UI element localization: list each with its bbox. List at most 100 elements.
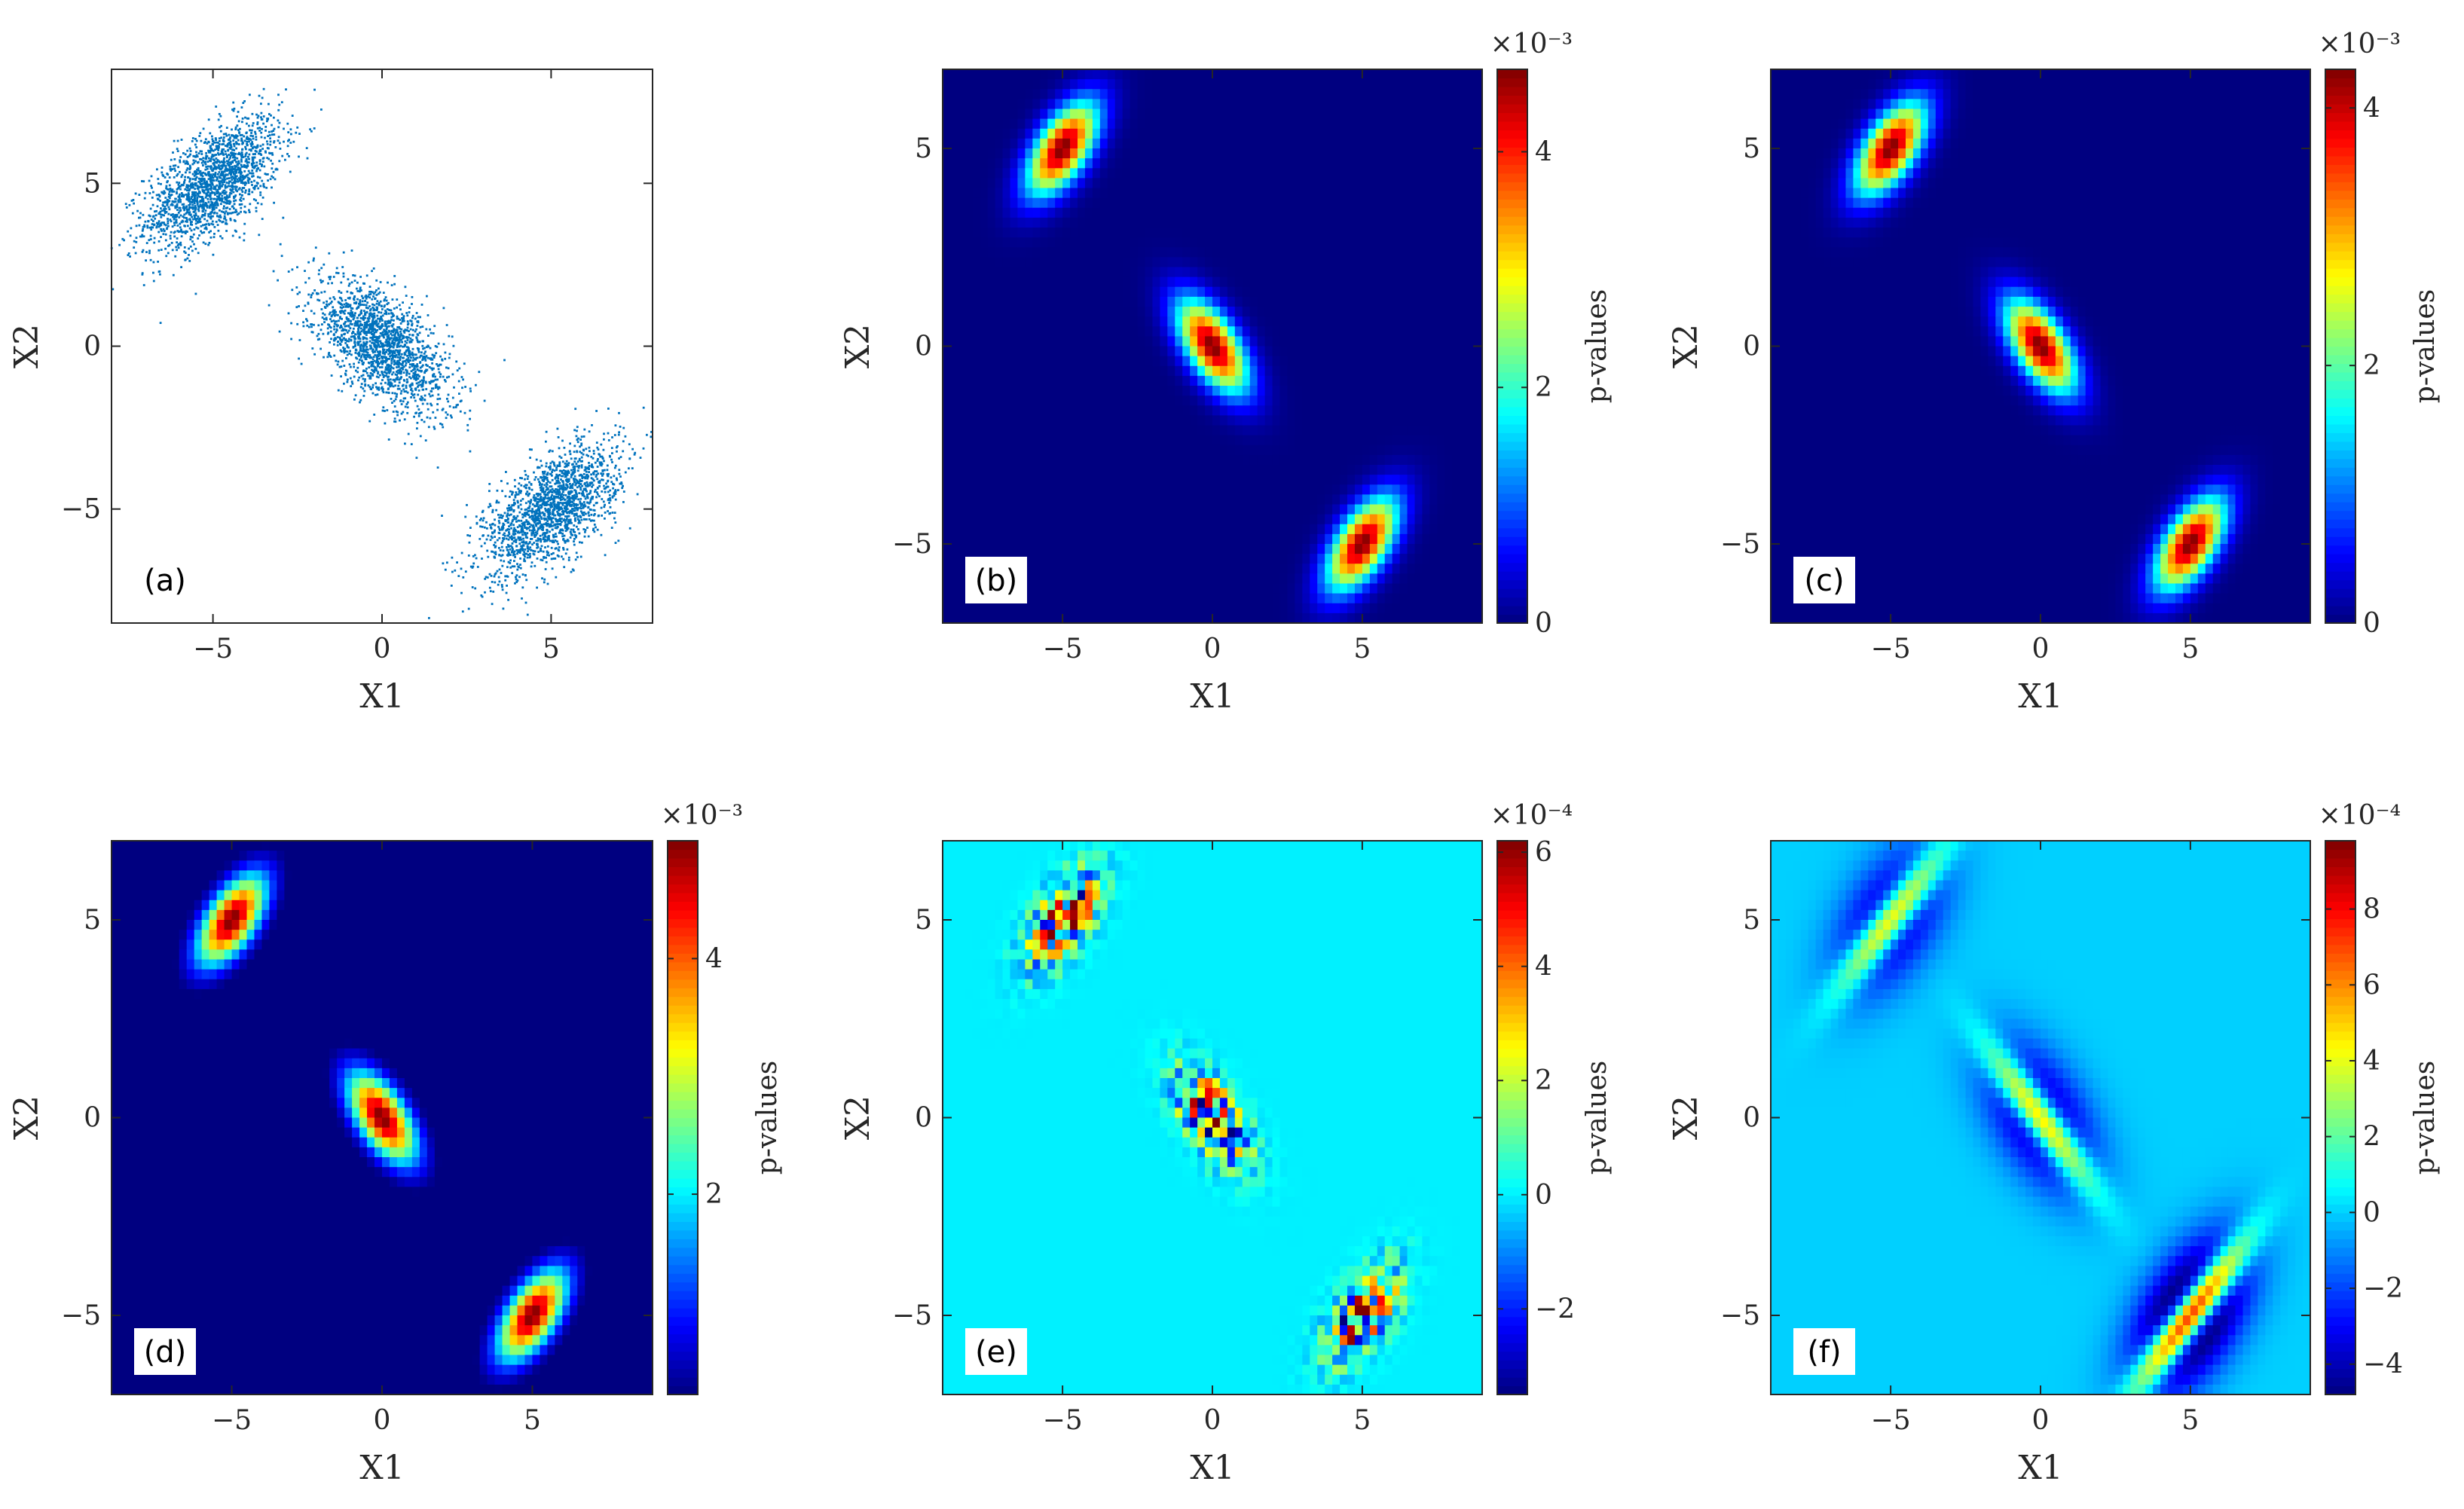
scatter-point [359, 359, 361, 361]
scatter-point [133, 240, 136, 243]
scatter-point [221, 195, 223, 197]
scatter-point [603, 460, 605, 463]
scatter-point [367, 349, 369, 351]
scatter-point [154, 237, 156, 240]
scatter-point [358, 377, 360, 379]
scatter-point [151, 176, 153, 178]
scatter-point [421, 325, 423, 328]
scatter-point [243, 240, 245, 242]
scatter-point [390, 371, 392, 373]
scatter-point [580, 505, 582, 507]
scatter-point [196, 140, 198, 142]
scatter-point [591, 486, 593, 488]
scatter-point [129, 204, 131, 206]
scatter-point [139, 225, 141, 227]
scatter-point [570, 504, 573, 506]
scatter-point [397, 372, 399, 374]
scatter-point [520, 504, 522, 506]
scatter-point [363, 331, 365, 334]
scatter-point [240, 167, 242, 170]
scatter-point [209, 206, 211, 209]
scatter-point [328, 324, 330, 326]
scatter-point [301, 363, 303, 365]
scatter-point [436, 409, 439, 411]
scatter-point [570, 469, 573, 472]
scatter-point [231, 173, 233, 175]
scatter-point [143, 235, 145, 237]
scatter-point [432, 354, 434, 356]
scatter-point [372, 324, 374, 326]
scatter-point [530, 538, 532, 540]
scatter-point [142, 251, 144, 253]
scatter-point [150, 228, 152, 231]
scatter-point [502, 554, 504, 556]
scatter-point [370, 328, 372, 331]
scatter-point [353, 341, 356, 343]
scatter-point [392, 331, 394, 334]
scatter-point [156, 194, 158, 197]
scatter-point [359, 301, 362, 304]
scatter-point [611, 436, 613, 438]
scatter-point [543, 536, 545, 539]
scatter-point [216, 161, 218, 163]
scatter-point [543, 491, 545, 493]
scatter-point [494, 536, 496, 538]
scatter-point [395, 356, 397, 359]
scatter-point [350, 310, 353, 312]
scatter-point [200, 178, 202, 180]
scatter-point [500, 514, 502, 516]
scatter-point [195, 151, 197, 154]
scatter-point [453, 386, 455, 389]
scatter-point [582, 494, 584, 496]
scatter-point [202, 157, 204, 159]
scatter-point [212, 150, 215, 152]
scatter-point [220, 203, 222, 205]
scatter-point [209, 145, 212, 148]
scatter-point [549, 530, 551, 533]
scatter-point [373, 267, 375, 270]
scatter-point [302, 321, 304, 323]
scatter-point [488, 483, 491, 485]
scatter-point [360, 386, 362, 388]
scatter-point [254, 157, 256, 159]
scatter-point [192, 178, 194, 180]
scatter-point [371, 333, 373, 335]
scatter-point [414, 374, 416, 377]
scatter-point [222, 153, 225, 155]
scatter-point [494, 531, 496, 533]
scatter-point [595, 410, 598, 412]
scatter-point [618, 431, 620, 433]
scatter-point [525, 579, 527, 581]
scatter-point [361, 360, 363, 362]
scatter-point [343, 273, 345, 275]
scatter-point [157, 222, 159, 225]
scatter-point [418, 408, 420, 411]
scatter-point [239, 170, 241, 173]
scatter-point [596, 491, 598, 493]
scatter-point [363, 395, 365, 397]
scatter-point [391, 334, 393, 337]
scatter-point [396, 411, 398, 413]
scatter-point [378, 336, 381, 338]
scatter-point [160, 249, 163, 251]
scatter-point [310, 130, 313, 133]
scatter-point [579, 438, 582, 441]
scatter-point [166, 181, 168, 183]
scatter-point [569, 483, 571, 485]
scatter-point [183, 214, 185, 216]
scatter-point [241, 156, 243, 158]
scatter-point [423, 421, 426, 423]
scatter-point [362, 297, 364, 299]
scatter-point [327, 331, 329, 334]
scatter-point [255, 136, 257, 138]
scatter-point [188, 260, 191, 262]
scatter-point [198, 152, 200, 154]
scatter-point [222, 150, 224, 152]
scatter-point [234, 167, 237, 170]
scatter-point [564, 487, 566, 489]
scatter-point [365, 368, 368, 370]
scatter-point [545, 568, 547, 570]
scatter-point [366, 321, 368, 323]
scatter-point [222, 237, 224, 240]
scatter-point [160, 172, 163, 174]
